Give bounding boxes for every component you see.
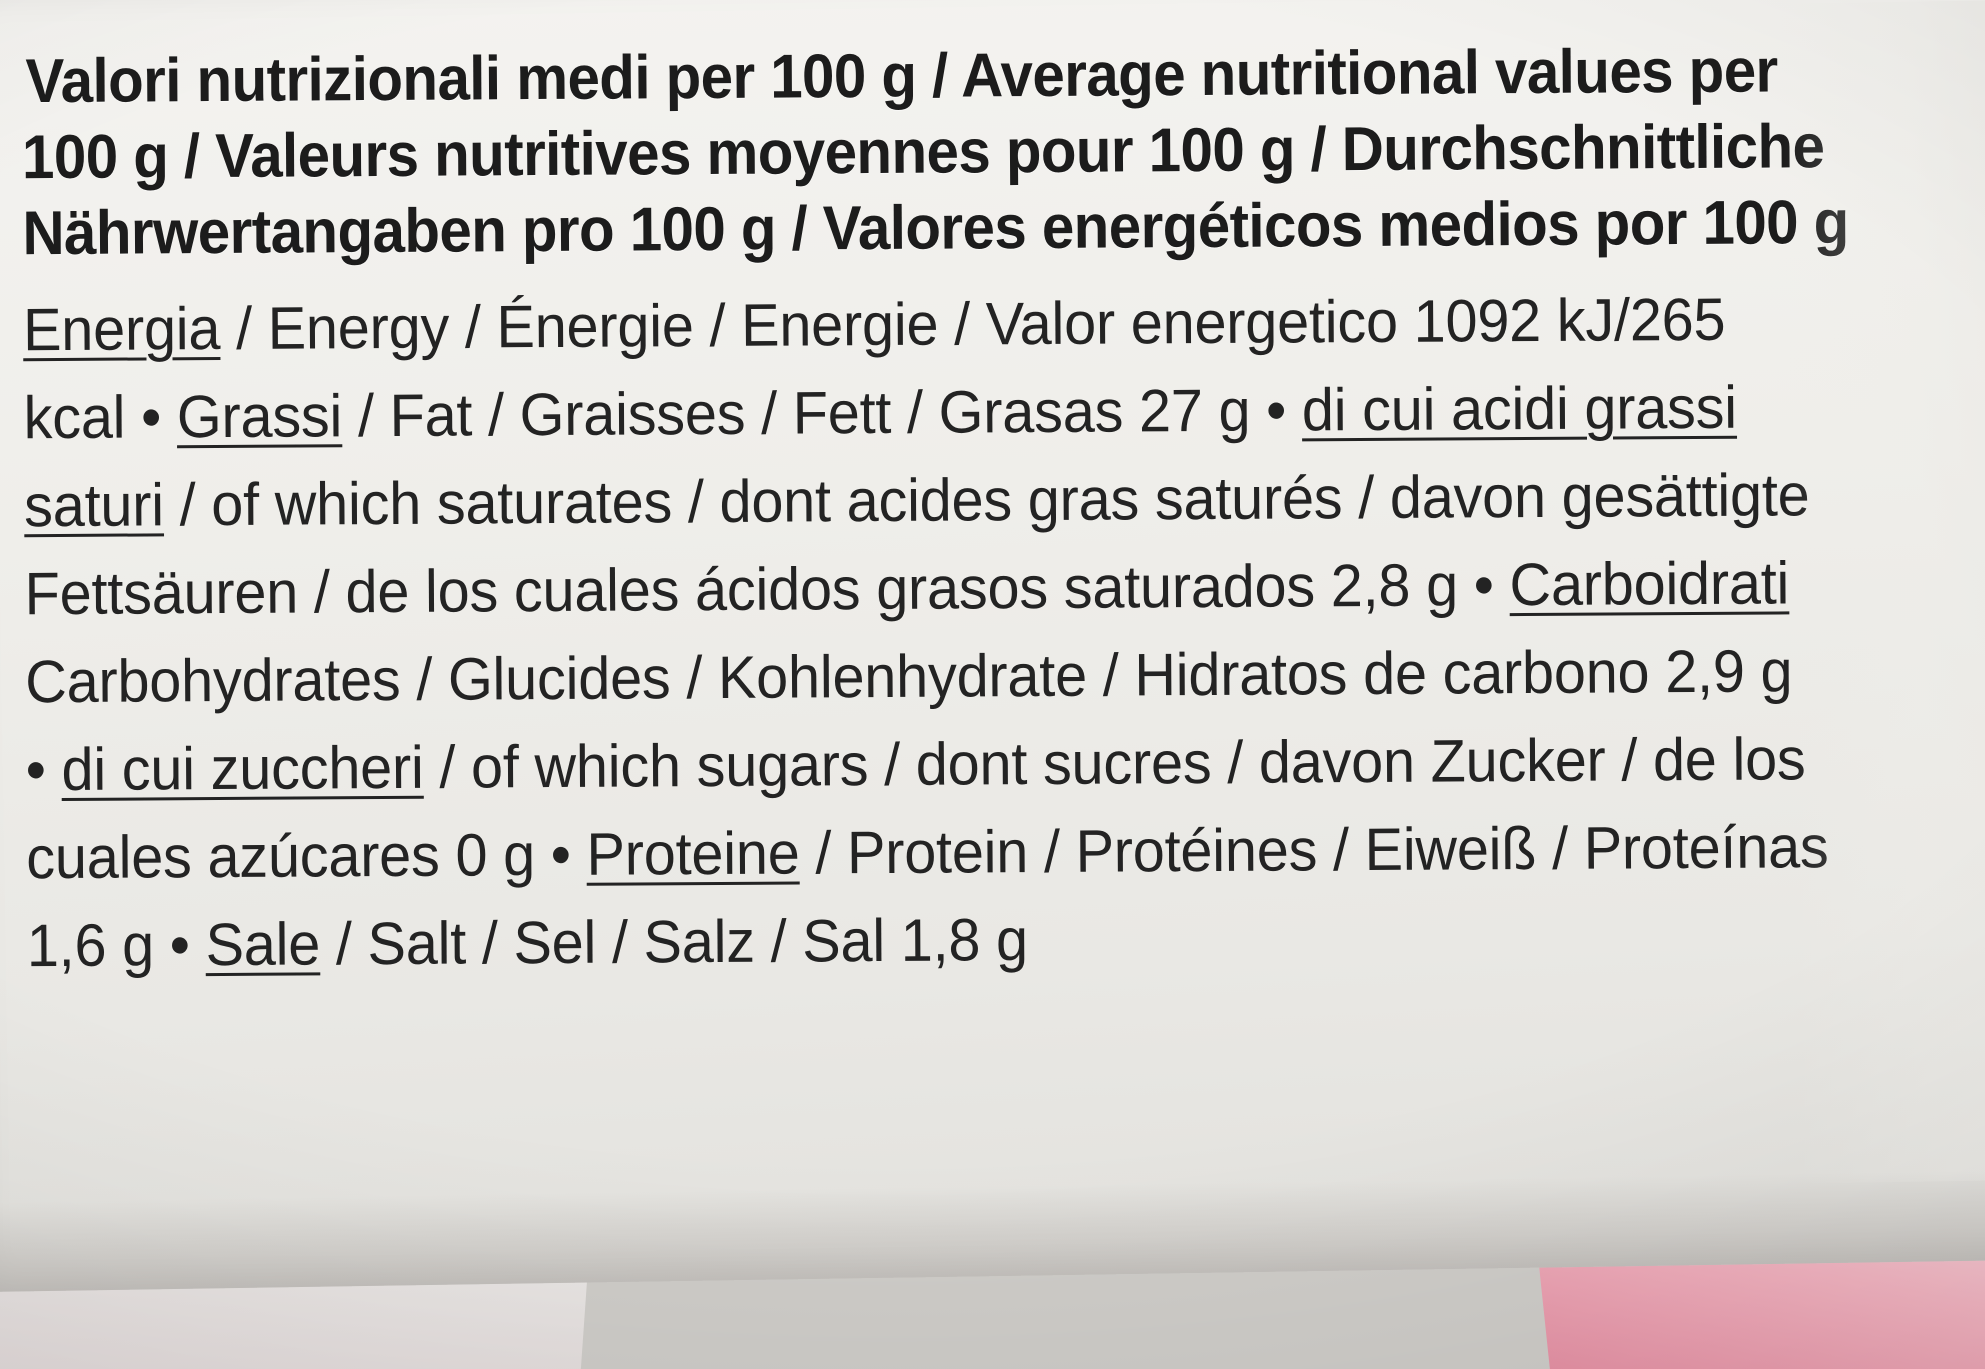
nutrient-lines: Energia / Energy / Énergie / Energie / V… bbox=[23, 275, 1927, 991]
nutrient-text: cuales azúcares 0 g • bbox=[26, 820, 587, 892]
nutrient-line: Fettsäuren / de los cuales ácidos grasos… bbox=[24, 539, 1849, 638]
nutrient-line: Carbohydrates / Glucides / Kohlenhydrate… bbox=[25, 627, 1850, 726]
nutrient-text: / Protein / Protéines / Eiweiß / Proteín… bbox=[799, 813, 1829, 887]
nutrient-text: / of which saturates / dont acides gras … bbox=[163, 461, 1810, 539]
nutrient-text: Fettsäuren / de los cuales ácidos grasos… bbox=[24, 551, 1510, 628]
nutrient-line: kcal • Grassi / Fat / Graisses / Fett / … bbox=[23, 363, 1848, 462]
nutrient-text: kcal • bbox=[23, 383, 178, 452]
nutrition-label-paper: Valori nutrizionali medi per 100 g / Ave… bbox=[0, 0, 1985, 1292]
nutrient-line: Energia / Energy / Énergie / Energie / V… bbox=[23, 275, 1848, 374]
nutrient-text: / Energy / Énergie / Energie / Valor ene… bbox=[220, 285, 1726, 362]
nutrient-text: Carbohydrates / Glucides / Kohlenhydrate… bbox=[25, 637, 1793, 716]
nutrition-text-block: Valori nutrizionali medi per 100 g / Ave… bbox=[21, 33, 1927, 991]
nutrient-line: 1,6 g • Sale / Salt / Sel / Salz / Sal 1… bbox=[27, 891, 1852, 990]
nutrient-name-underlined: Proteine bbox=[586, 819, 800, 888]
heading-line-1: Valori nutrizionali medi per 100 g / Ave… bbox=[25, 36, 1778, 117]
nutrient-text: / Salt / Sel / Salz / Sal 1,8 g bbox=[319, 906, 1029, 978]
nutrient-line: cuales azúcares 0 g • Proteine / Protein… bbox=[26, 803, 1851, 902]
nutrient-text: / of which sugars / dont sucres / davon … bbox=[423, 725, 1806, 801]
nutrient-name-underlined: Grassi bbox=[176, 382, 343, 451]
nutrient-text: • bbox=[25, 735, 62, 804]
nutrient-name-underlined: saturi bbox=[23, 471, 165, 540]
nutrient-line: saturi / of which saturates / dont acide… bbox=[24, 451, 1849, 550]
nutrient-name-underlined: di cui zuccheri bbox=[61, 733, 424, 803]
heading-line-3: Nährwertangaben pro 100 g / Valores ener… bbox=[22, 188, 1849, 269]
nutrient-name-underlined: Carboidrati bbox=[1509, 549, 1790, 619]
nutrient-text: / Fat / Graisses / Fett / Grasas 27 g • bbox=[341, 376, 1303, 450]
nutrient-name-underlined: Energia bbox=[22, 294, 221, 364]
heading-line-2: 100 g / Valeurs nutritives moyennes pour… bbox=[21, 112, 1825, 193]
nutrient-line: • di cui zuccheri / of which sugars / do… bbox=[25, 715, 1850, 814]
nutrient-name-underlined: Sale bbox=[205, 910, 321, 979]
nutrient-name-underlined: di cui acidi grassi bbox=[1301, 373, 1738, 444]
nutrient-text: 1,6 g • bbox=[26, 911, 206, 980]
